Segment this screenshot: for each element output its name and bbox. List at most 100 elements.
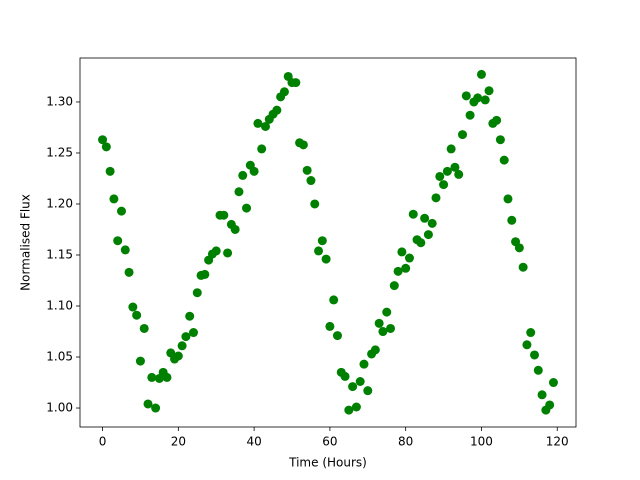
point <box>223 248 233 258</box>
point <box>370 345 380 355</box>
point <box>389 281 399 291</box>
point <box>185 311 195 321</box>
point <box>260 121 270 131</box>
y-tick-label: 1.25 <box>46 145 73 159</box>
point <box>181 332 191 342</box>
point <box>135 356 145 366</box>
point <box>492 115 502 125</box>
point <box>192 288 202 298</box>
point <box>537 390 547 400</box>
point <box>408 209 418 219</box>
point <box>359 359 369 369</box>
point <box>124 267 134 277</box>
point <box>530 350 540 360</box>
point <box>503 194 513 204</box>
point <box>476 69 486 79</box>
point <box>548 378 558 388</box>
point <box>317 236 327 246</box>
point <box>306 176 316 186</box>
point <box>302 165 312 175</box>
point <box>332 331 342 341</box>
point <box>416 238 426 248</box>
point <box>382 307 392 317</box>
point <box>393 266 403 276</box>
point <box>499 155 509 165</box>
point <box>143 399 153 409</box>
point <box>147 372 157 382</box>
point <box>253 118 263 128</box>
point <box>219 210 229 220</box>
point <box>139 323 149 333</box>
point <box>177 341 187 351</box>
point <box>423 230 433 240</box>
point <box>442 166 452 176</box>
point <box>461 91 471 101</box>
point <box>495 135 505 145</box>
point <box>101 142 111 152</box>
point <box>257 144 267 154</box>
point <box>128 302 138 312</box>
x-tick-label: 0 <box>99 435 107 449</box>
point <box>404 253 414 263</box>
y-tick-label: 1.00 <box>46 401 73 415</box>
y-tick-label: 1.15 <box>46 247 73 261</box>
point <box>211 246 221 256</box>
point <box>291 78 301 88</box>
point <box>162 372 172 382</box>
x-tick-label: 60 <box>322 435 337 449</box>
point <box>310 199 320 209</box>
y-tick-label: 1.20 <box>46 196 73 210</box>
y-axis-label: Normalised Flux <box>19 194 33 291</box>
point <box>120 245 130 255</box>
y-tick-label: 1.10 <box>46 299 73 313</box>
point <box>188 328 198 338</box>
point <box>397 247 407 257</box>
plot-frame <box>79 57 577 428</box>
point <box>450 162 460 172</box>
point <box>473 93 483 103</box>
point <box>340 371 350 381</box>
point <box>116 206 126 216</box>
point <box>431 193 441 203</box>
point <box>355 376 365 386</box>
point <box>420 213 430 223</box>
point <box>329 295 339 305</box>
x-axis-label: Time (Hours) <box>288 456 367 470</box>
point <box>458 130 468 140</box>
point <box>242 203 252 213</box>
point <box>454 169 464 179</box>
point <box>465 110 475 120</box>
y-tick-label: 1.30 <box>46 94 73 108</box>
x-tick-label: 20 <box>171 435 186 449</box>
point <box>348 382 358 392</box>
point <box>351 402 361 412</box>
point <box>507 215 517 225</box>
point <box>374 318 384 328</box>
point <box>446 144 456 154</box>
point <box>173 351 183 361</box>
point <box>533 365 543 375</box>
point <box>526 328 536 338</box>
point <box>427 218 437 228</box>
point <box>234 187 244 197</box>
y-tick-label: 1.05 <box>46 350 73 364</box>
point <box>378 327 388 337</box>
point <box>344 405 354 415</box>
point <box>439 180 449 190</box>
point <box>484 86 494 96</box>
point <box>105 166 115 176</box>
point <box>249 166 259 176</box>
point <box>363 386 373 396</box>
point <box>200 269 210 279</box>
point <box>514 243 524 253</box>
point <box>238 170 248 180</box>
point <box>151 403 161 413</box>
point <box>321 254 331 264</box>
point <box>480 95 490 105</box>
point <box>518 262 528 272</box>
point <box>109 194 119 204</box>
point <box>314 246 324 256</box>
point <box>298 140 308 150</box>
x-tick-label: 40 <box>246 435 261 449</box>
